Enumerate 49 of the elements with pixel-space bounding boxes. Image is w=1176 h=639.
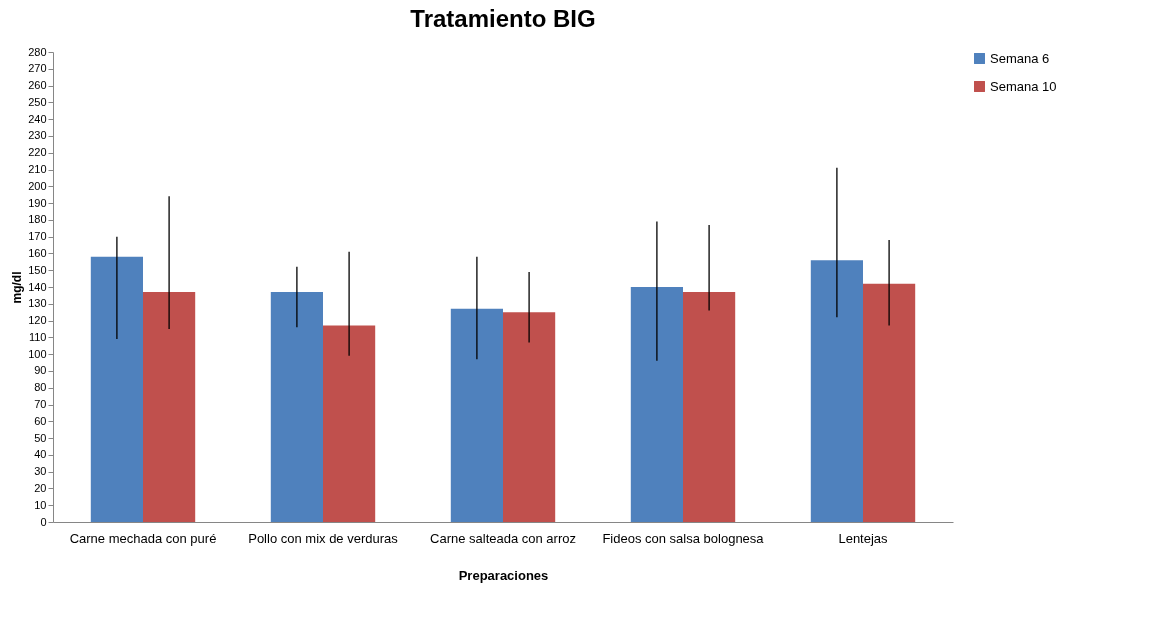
x-tick-label: Carne salteada con arroz — [430, 530, 576, 546]
y-tick-label: 200 — [28, 179, 47, 192]
y-tick-label: 70 — [34, 398, 47, 410]
y-tick-label: 0 — [40, 515, 47, 528]
y-tick-label: 270 — [28, 62, 47, 75]
x-tick-label: Fideos con salsa bolognesa — [602, 530, 765, 546]
y-tick-label: 60 — [34, 414, 47, 427]
x-tick-label: Lentejas — [838, 530, 889, 546]
y-tick-label: 80 — [34, 381, 47, 394]
bar — [323, 325, 376, 522]
y-tick-label: 230 — [28, 129, 47, 142]
legend-label: Semana 10 — [990, 78, 1057, 94]
y-axis-title: mg/dl — [10, 271, 25, 304]
y-tick-label: 110 — [28, 330, 47, 343]
y-tick-label: 10 — [34, 498, 47, 511]
bar — [270, 292, 323, 522]
bar — [503, 312, 556, 522]
y-tick-label: 100 — [28, 347, 47, 360]
bar — [810, 260, 863, 522]
legend-label: Semana 6 — [990, 50, 1050, 66]
y-tick-label: 30 — [34, 465, 47, 478]
bar — [683, 292, 736, 522]
chart-title: Tratamiento BIG — [410, 5, 596, 32]
y-tick-label: 40 — [34, 448, 47, 461]
y-tick-label: 180 — [28, 213, 47, 226]
y-tick-label: 240 — [28, 112, 47, 125]
y-tick-label: 220 — [28, 146, 47, 159]
bar — [863, 283, 916, 522]
bar — [450, 308, 503, 522]
x-axis-title: Preparaciones — [458, 567, 549, 583]
y-tick-label: 190 — [28, 196, 47, 209]
y-tick-label: 160 — [28, 246, 47, 259]
bar — [630, 287, 683, 522]
y-tick-label: 140 — [28, 280, 47, 293]
y-tick-label: 170 — [28, 230, 47, 243]
y-tick-label: 210 — [28, 163, 47, 175]
y-tick-label: 50 — [34, 431, 47, 444]
y-tick-label: 280 — [28, 45, 47, 58]
y-tick-label: 130 — [28, 297, 47, 310]
y-tick-label: 150 — [28, 263, 47, 276]
bar — [90, 256, 143, 522]
y-tick-label: 90 — [34, 364, 47, 377]
y-tick-label: 260 — [28, 79, 47, 92]
x-tick-label: Pollo con mix de verduras — [248, 530, 399, 546]
y-tick-label: 120 — [28, 314, 47, 327]
x-tick-label: Carne mechada con puré — [69, 530, 217, 546]
y-tick-label: 250 — [28, 95, 47, 108]
y-tick-label: 20 — [34, 481, 47, 494]
bar — [143, 292, 196, 522]
